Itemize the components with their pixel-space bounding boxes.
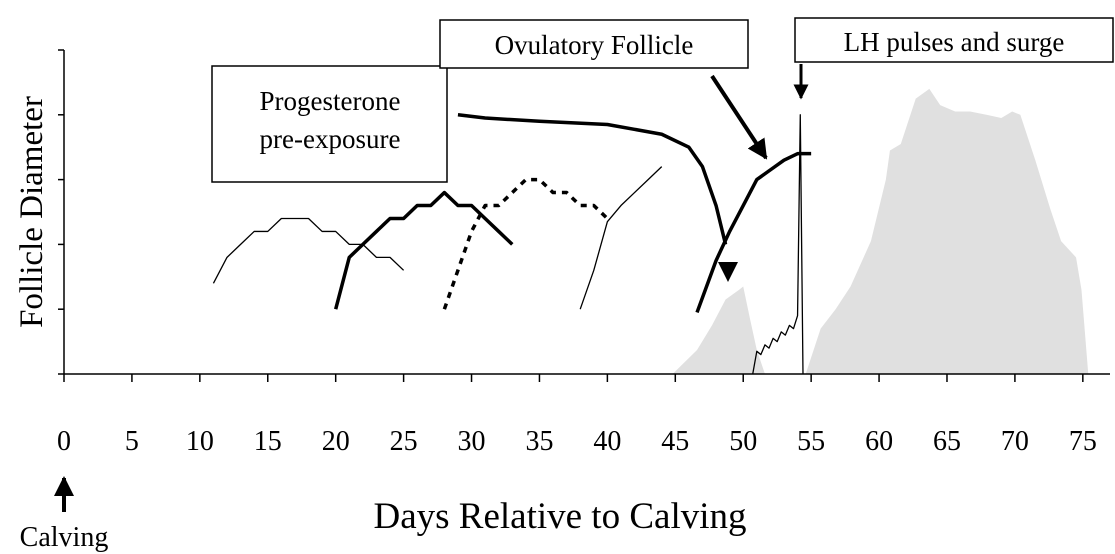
- x-axis-title: Days Relative to Calving: [373, 496, 746, 537]
- plot-area: 0 5 10 15 20 25 30 35 40 45 50 55 60 65 70 75: [57, 49, 1110, 457]
- annotation-box: [794, 17, 1114, 63]
- annotation: LH pulses and surge: [844, 27, 1065, 57]
- x-tick-label: 70: [1001, 426, 1029, 457]
- annotation: Calving: [20, 522, 109, 553]
- annotation: Progesterone: [260, 86, 401, 116]
- line: [579, 166, 663, 310]
- area: [672, 286, 765, 374]
- line: [695, 151, 812, 314]
- x-tick-label: 75: [1069, 426, 1097, 457]
- x-tick-label: 45: [661, 426, 689, 457]
- x-tick-label: 65: [933, 426, 961, 457]
- y-axis-title: Follicle Diameter: [14, 96, 50, 328]
- annotation: Ovulatory Follicle: [495, 30, 694, 60]
- x-tick-label: 5: [125, 426, 139, 457]
- annotation-arrow: [710, 74, 768, 160]
- x-tick-label: 0: [57, 426, 71, 457]
- x-tick-label: 40: [593, 426, 621, 457]
- line: [752, 114, 804, 375]
- line: [212, 217, 405, 284]
- x-tick-label: 25: [390, 426, 418, 457]
- x-tick-label: 50: [729, 426, 757, 457]
- line: [457, 113, 728, 245]
- x-tick-label: 20: [322, 426, 350, 457]
- line: [442, 177, 609, 310]
- annotation-box: [211, 65, 448, 183]
- x-tick-label: 35: [525, 426, 553, 457]
- x-tick-label: 10: [186, 426, 214, 457]
- x-tick-label: 60: [865, 426, 893, 457]
- annotation-box: [439, 19, 749, 69]
- area: [805, 88, 1089, 374]
- x-tick-label: 55: [797, 426, 825, 457]
- annotation: pre-exposure: [260, 124, 401, 154]
- x-tick-label: 30: [458, 426, 486, 457]
- line: [333, 190, 514, 310]
- annotation-arrowhead: [718, 262, 738, 282]
- x-tick-label: 15: [254, 426, 282, 457]
